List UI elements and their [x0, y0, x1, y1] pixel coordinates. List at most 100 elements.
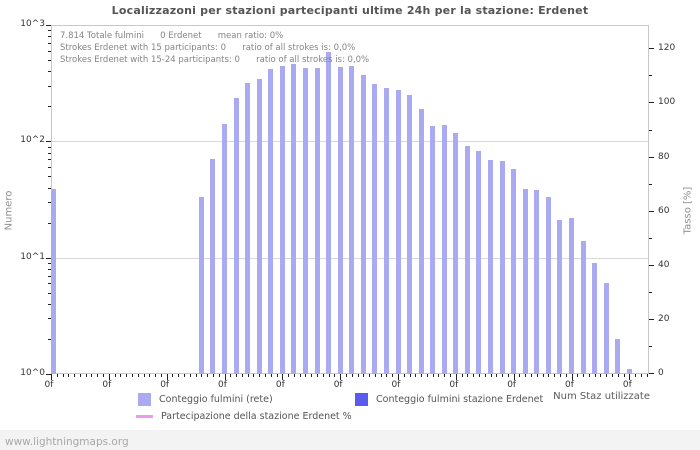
- x-axis-minor-tick: [68, 374, 70, 377]
- x-axis-minor-tick: [56, 374, 58, 377]
- y-axis-major-tick: [46, 374, 51, 375]
- x-axis-minor-tick: [554, 374, 556, 377]
- y-axis-minor-tick: [48, 152, 51, 154]
- legend-swatch-network: [138, 393, 151, 406]
- x-axis-minor-tick: [507, 374, 509, 377]
- x-axis-minor-tick: [421, 374, 423, 377]
- x-axis-minor-tick: [317, 374, 319, 377]
- bar: [476, 151, 482, 374]
- x-axis-minor-tick: [259, 374, 261, 377]
- x-axis-minor-tick: [467, 374, 469, 377]
- x-axis-minor-tick: [305, 374, 307, 377]
- x-axis-minor-tick: [415, 374, 417, 377]
- x-axis-minor-tick: [218, 374, 220, 377]
- x-axis-minor-tick: [311, 374, 313, 377]
- x-axis-minor-tick: [178, 374, 180, 377]
- x-axis-minor-tick: [126, 374, 128, 377]
- right-axis-major-tick: [649, 102, 654, 104]
- x-axis-minor-tick: [548, 374, 550, 377]
- x-axis-minor-tick: [264, 374, 266, 377]
- x-axis-minor-tick: [594, 374, 596, 377]
- x-axis-minor-tick: [577, 374, 579, 377]
- x-axis-minor-tick: [461, 374, 463, 377]
- bar: [360, 75, 366, 374]
- right-axis-tick-label: 0: [658, 368, 664, 379]
- bar: [279, 65, 285, 374]
- x-axis-minor-tick: [172, 374, 174, 377]
- y-axis-tick-label: 10^0: [20, 368, 45, 378]
- x-axis-minor-tick: [143, 374, 145, 377]
- bar: [337, 67, 343, 374]
- x-axis-minor-tick: [328, 374, 330, 377]
- x-axis-minor-tick: [606, 374, 608, 377]
- x-axis-minor-tick: [363, 374, 365, 377]
- legend-swatch-station: [355, 393, 368, 406]
- annotation-strokes-15-24: Strokes Erdenet with 15-24 participants:…: [60, 55, 370, 65]
- bar: [395, 90, 401, 374]
- y-axis-minor-tick: [48, 43, 51, 45]
- x-axis-minor-tick: [149, 374, 151, 377]
- x-axis-minor-tick: [438, 374, 440, 377]
- bar: [314, 68, 320, 374]
- x-axis-minor-tick: [484, 374, 486, 377]
- x-axis-major-tick: [629, 374, 631, 380]
- x-axis-minor-tick: [97, 374, 99, 377]
- y-axis-major-tick: [46, 25, 51, 26]
- x-axis-minor-tick: [345, 374, 347, 377]
- x-axis-minor-tick: [276, 374, 278, 377]
- x-axis-minor-tick: [432, 374, 434, 377]
- right-axis-major-tick: [649, 48, 654, 50]
- x-axis-minor-tick: [236, 374, 238, 377]
- x-axis-major-tick: [455, 374, 457, 380]
- legend-item-participation: Partecipazione della stazione Erdenet %: [136, 411, 352, 422]
- x-axis-tick-label: 0f: [449, 380, 459, 390]
- y-axis-minor-tick: [48, 292, 51, 294]
- y-axis-minor-tick: [48, 202, 51, 204]
- x-axis-minor-tick: [131, 374, 133, 377]
- x-axis-minor-tick: [542, 374, 544, 377]
- x-axis-major-tick: [571, 374, 573, 380]
- bar: [326, 51, 332, 374]
- x-axis-tick-label: 0f: [391, 380, 401, 390]
- legend-item-network: Conteggio fulmini (rete): [138, 393, 273, 406]
- bar: [441, 125, 447, 374]
- right-axis-tick-label: 60: [658, 205, 670, 216]
- legend-item-station: Conteggio fulmini stazione Erdenet: [355, 393, 543, 406]
- x-axis-minor-tick: [195, 374, 197, 377]
- y-axis-title-right: Tasso [%]: [682, 186, 694, 235]
- x-axis-minor-tick: [91, 374, 93, 377]
- x-axis-minor-tick: [288, 374, 290, 377]
- x-axis-minor-tick: [583, 374, 585, 377]
- bar: [302, 67, 308, 374]
- x-axis-major-tick: [108, 374, 110, 380]
- y-axis-minor-tick: [48, 36, 51, 38]
- x-axis-minor-tick: [559, 374, 561, 377]
- right-axis-tick-label: 20: [658, 314, 670, 325]
- bar: [245, 82, 251, 374]
- x-axis-minor-tick: [189, 374, 191, 377]
- bar: [522, 188, 528, 374]
- x-axis-minor-tick: [322, 374, 324, 377]
- x-axis-minor-tick: [611, 374, 613, 377]
- y-axis-minor-tick: [48, 318, 51, 320]
- bar: [268, 68, 274, 374]
- x-axis-minor-tick: [380, 374, 382, 377]
- x-axis-minor-tick: [565, 374, 567, 377]
- x-axis-tick-label: 0f: [160, 380, 170, 390]
- y-axis-minor-tick: [48, 50, 51, 52]
- bar: [51, 188, 56, 374]
- bar: [383, 88, 389, 374]
- right-axis-tick-label: 100: [658, 97, 676, 108]
- x-axis-minor-tick: [519, 374, 521, 377]
- x-axis-minor-tick: [588, 374, 590, 377]
- x-axis-minor-tick: [623, 374, 625, 377]
- right-axis-major-tick: [649, 156, 654, 158]
- right-axis-major-tick: [649, 373, 654, 375]
- x-axis-minor-tick: [478, 374, 480, 377]
- right-axis-minor-tick: [649, 183, 652, 185]
- y-axis-minor-tick: [48, 176, 51, 178]
- bar: [464, 145, 470, 374]
- x-axis-minor-tick: [299, 374, 301, 377]
- watermark: www.lightningmaps.org: [5, 436, 129, 448]
- bar: [222, 124, 227, 374]
